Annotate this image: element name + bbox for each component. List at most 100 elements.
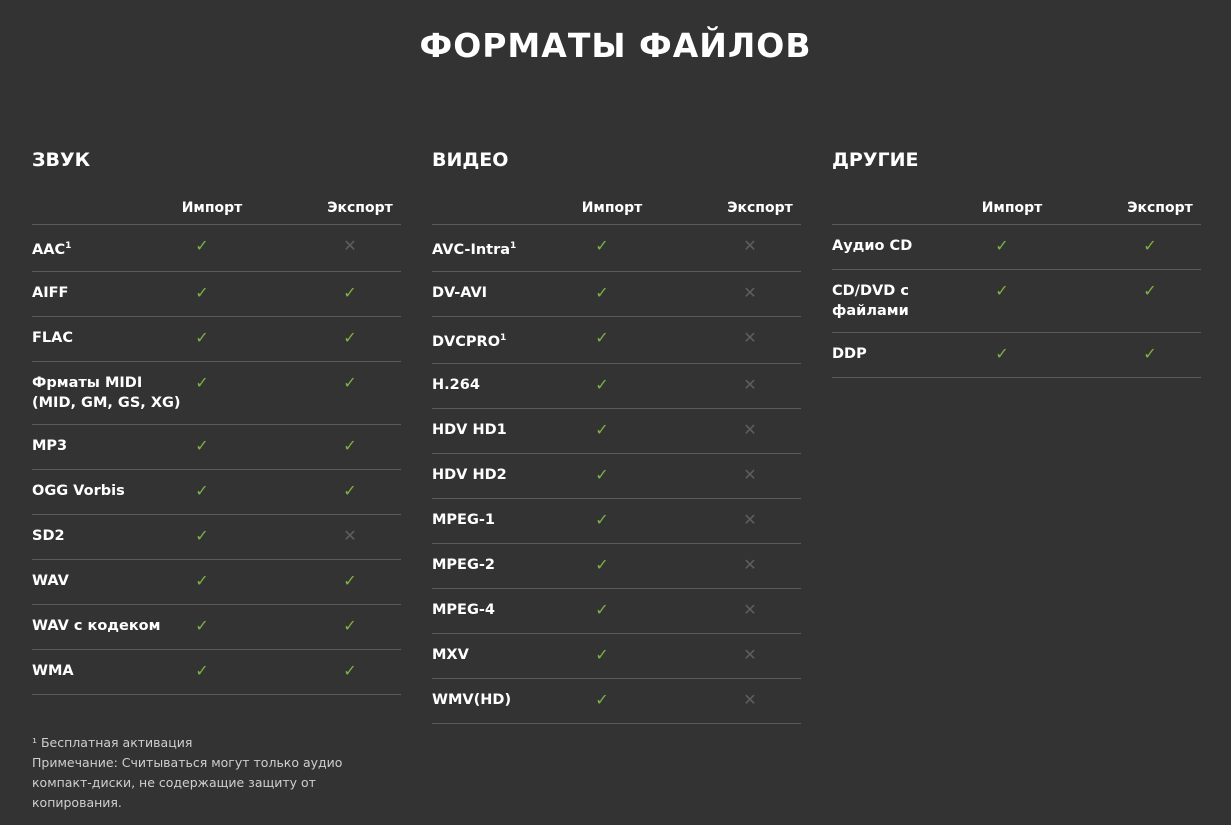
format-name: SD2 xyxy=(32,527,65,544)
check-icon: ✓ xyxy=(1143,344,1157,363)
check-icon: ✓ xyxy=(195,480,209,500)
cross-icon: ✕ xyxy=(743,419,757,439)
table-row: WAV с кодеком ✓ ✓ xyxy=(32,605,401,650)
format-name: AVC-Intra1 xyxy=(432,241,517,258)
format-name: MP3 xyxy=(32,437,68,454)
footnotes: ¹ Бесплатная активация Примечание: Считы… xyxy=(32,733,382,813)
check-icon: ✓ xyxy=(195,236,209,255)
check-icon: ✓ xyxy=(343,570,357,590)
footnote-note: Примечание: Считываться могут только ауд… xyxy=(32,755,343,810)
section-title: ДРУГИЕ xyxy=(832,149,919,171)
page-title: ФОРМАТЫ ФАЙЛОВ xyxy=(419,26,812,65)
check-icon: ✓ xyxy=(343,660,357,680)
check-icon: ✓ xyxy=(195,282,209,302)
cross-icon: ✕ xyxy=(343,236,357,255)
check-icon: ✓ xyxy=(995,236,1009,255)
cross-icon: ✕ xyxy=(743,599,757,619)
check-icon: ✓ xyxy=(195,525,209,545)
table-row: DV-AVI ✓ ✕ xyxy=(432,272,801,317)
cross-icon: ✕ xyxy=(343,525,357,545)
section-1: ВИДЕО Импорт Экспорт AVC-Intra1 ✓ ✕ DV-AVI ✓ ✕… xyxy=(432,148,801,724)
check-icon: ✓ xyxy=(343,615,357,635)
section-title: ЗВУК xyxy=(32,149,91,171)
format-name: WMA xyxy=(32,662,74,679)
format-name: AAC1 xyxy=(32,241,72,258)
export-header: Экспорт xyxy=(1127,200,1193,216)
table-row: HDV HD1 ✓ ✕ xyxy=(432,409,801,454)
check-icon: ✓ xyxy=(595,644,609,664)
format-name: Аудио CD xyxy=(832,238,913,254)
format-name: DDP xyxy=(832,346,867,362)
cross-icon: ✕ xyxy=(743,282,757,302)
format-name: MXV xyxy=(432,646,469,663)
table-row: WMA ✓ ✓ xyxy=(32,650,401,695)
check-icon: ✓ xyxy=(595,509,609,529)
footnote-activation: ¹ Бесплатная активация xyxy=(32,735,193,750)
export-header: Экспорт xyxy=(727,200,793,216)
table-header: Импорт Экспорт xyxy=(832,200,1201,225)
cross-icon: ✕ xyxy=(743,554,757,574)
cross-icon: ✕ xyxy=(743,509,757,529)
section-title: ВИДЕО xyxy=(432,149,509,171)
format-name: WAV с кодеком xyxy=(32,617,161,634)
check-icon: ✓ xyxy=(195,615,209,635)
table-row: Аудио CD ✓ ✓ xyxy=(832,225,1201,270)
import-header: Импорт xyxy=(581,200,643,216)
check-icon: ✓ xyxy=(595,236,609,255)
table-row: H.264 ✓ ✕ xyxy=(432,364,801,409)
check-icon: ✓ xyxy=(595,282,609,302)
check-icon: ✓ xyxy=(343,372,357,392)
check-icon: ✓ xyxy=(595,327,609,347)
section-0: ЗВУК Импорт Экспорт AAC1 ✓ ✕ AIFF ✓ ✓ FLAC ✓ ✓ Фрм… xyxy=(32,148,401,695)
check-icon: ✓ xyxy=(1143,236,1157,255)
table-row: SD2 ✓ ✕ xyxy=(32,515,401,560)
format-name: MPEG-4 xyxy=(432,601,495,618)
format-name: CD/DVD с файлами xyxy=(832,283,909,319)
format-name: FLAC xyxy=(32,329,74,346)
check-icon: ✓ xyxy=(595,689,609,709)
import-header: Импорт xyxy=(981,200,1043,216)
format-name: MPEG-1 xyxy=(432,511,495,528)
section-2: ДРУГИЕ Импорт Экспорт Аудио CD ✓ ✓ CD/DVD с … xyxy=(832,148,1201,378)
table-row: MPEG-2 ✓ ✕ xyxy=(432,544,801,589)
check-icon: ✓ xyxy=(343,282,357,302)
check-icon: ✓ xyxy=(995,281,1009,300)
format-name: MPEG-2 xyxy=(432,556,495,573)
cross-icon: ✕ xyxy=(743,327,757,347)
format-name: OGG Vorbis xyxy=(32,482,125,499)
check-icon: ✓ xyxy=(343,435,357,455)
check-icon: ✓ xyxy=(195,435,209,455)
table-row: AIFF ✓ ✓ xyxy=(32,272,401,317)
cross-icon: ✕ xyxy=(743,644,757,664)
check-icon: ✓ xyxy=(995,344,1009,363)
check-icon: ✓ xyxy=(343,327,357,347)
cross-icon: ✕ xyxy=(743,689,757,709)
table-row: FLAC ✓ ✓ xyxy=(32,317,401,362)
table-header: Импорт Экспорт xyxy=(32,200,401,225)
format-name: WAV xyxy=(32,572,69,589)
table-header: Импорт Экспорт xyxy=(432,200,801,225)
table-row: MXV ✓ ✕ xyxy=(432,634,801,679)
check-icon: ✓ xyxy=(595,419,609,439)
table-row: AVC-Intra1 ✓ ✕ xyxy=(432,225,801,272)
cross-icon: ✕ xyxy=(743,374,757,394)
check-icon: ✓ xyxy=(195,327,209,347)
table-row: Фрматы MIDI (MID, GM, GS, XG) ✓ ✓ xyxy=(32,362,401,425)
format-name: AIFF xyxy=(32,284,69,301)
cross-icon: ✕ xyxy=(743,236,757,255)
check-icon: ✓ xyxy=(195,372,209,392)
table-row: DVCPRO1 ✓ ✕ xyxy=(432,317,801,364)
table-row: MP3 ✓ ✓ xyxy=(32,425,401,470)
check-icon: ✓ xyxy=(595,374,609,394)
table-row: MPEG-4 ✓ ✕ xyxy=(432,589,801,634)
check-icon: ✓ xyxy=(343,480,357,500)
format-name: H.264 xyxy=(432,376,480,393)
check-icon: ✓ xyxy=(595,554,609,574)
check-icon: ✓ xyxy=(195,660,209,680)
check-icon: ✓ xyxy=(1143,281,1157,300)
cross-icon: ✕ xyxy=(743,464,757,484)
check-icon: ✓ xyxy=(595,464,609,484)
table-row: AAC1 ✓ ✕ xyxy=(32,225,401,272)
export-header: Экспорт xyxy=(327,200,393,216)
format-name: DV-AVI xyxy=(432,284,488,301)
